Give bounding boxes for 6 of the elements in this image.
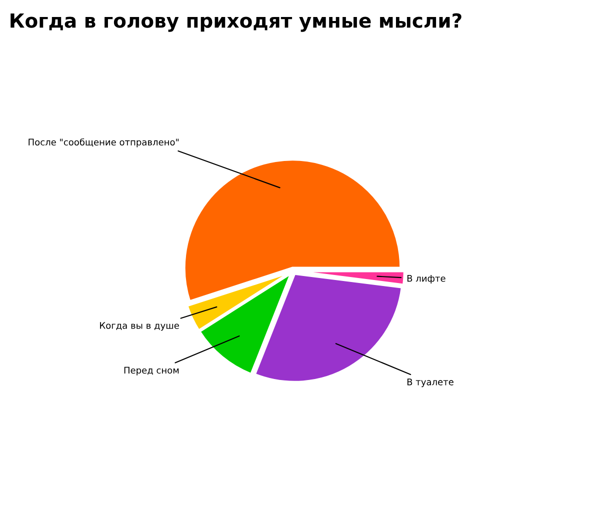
slice-label: Перед сном xyxy=(124,366,179,376)
slice-label: В лифте xyxy=(407,275,446,284)
slice-label: Когда вы в душе xyxy=(100,322,179,331)
chart-title: Когда в голову приходят умные мысли? xyxy=(10,13,462,32)
slice-label: В туалете xyxy=(407,378,454,388)
slice-label: После "сообщение отправлено" xyxy=(28,138,179,148)
